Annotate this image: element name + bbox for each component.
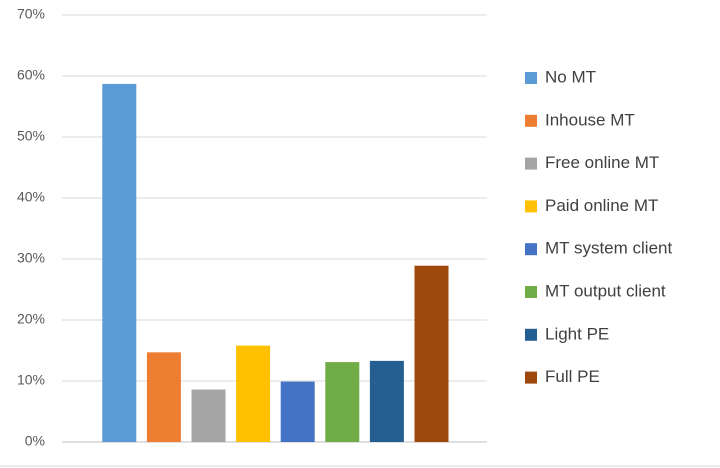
legend-label: Paid online MT — [545, 196, 658, 215]
y-tick-label: 0% — [25, 433, 45, 449]
legend-swatch — [525, 72, 537, 84]
y-tick-label: 30% — [17, 250, 45, 266]
legend-label: Full PE — [545, 367, 600, 386]
legend-swatch — [525, 200, 537, 213]
bar — [191, 389, 226, 442]
bar — [280, 381, 315, 442]
legend-label: Inhouse MT — [545, 110, 635, 129]
y-tick-label: 60% — [17, 67, 45, 83]
bar — [102, 83, 137, 443]
y-tick-label: 50% — [17, 128, 45, 144]
bar — [369, 360, 404, 442]
legend-swatch — [525, 157, 537, 170]
bar — [146, 352, 181, 442]
legend-swatch — [525, 328, 537, 341]
legend-swatch — [525, 371, 537, 384]
y-tick-label: 70% — [17, 6, 45, 22]
y-tick-label: 20% — [17, 311, 45, 327]
legend-swatch — [525, 243, 537, 256]
bar — [236, 345, 271, 442]
legend-label: MT output client — [545, 281, 666, 300]
legend-label: No MT — [545, 67, 596, 86]
y-tick-label: 10% — [17, 372, 45, 388]
bar — [325, 362, 360, 442]
legend-swatch — [525, 286, 537, 298]
legend-label: Free online MT — [545, 153, 659, 172]
legend-label: Light PE — [545, 324, 609, 343]
legend-label: MT system client — [545, 239, 672, 258]
y-tick-label: 40% — [17, 189, 45, 205]
legend-swatch — [525, 114, 537, 127]
bar — [414, 265, 449, 442]
